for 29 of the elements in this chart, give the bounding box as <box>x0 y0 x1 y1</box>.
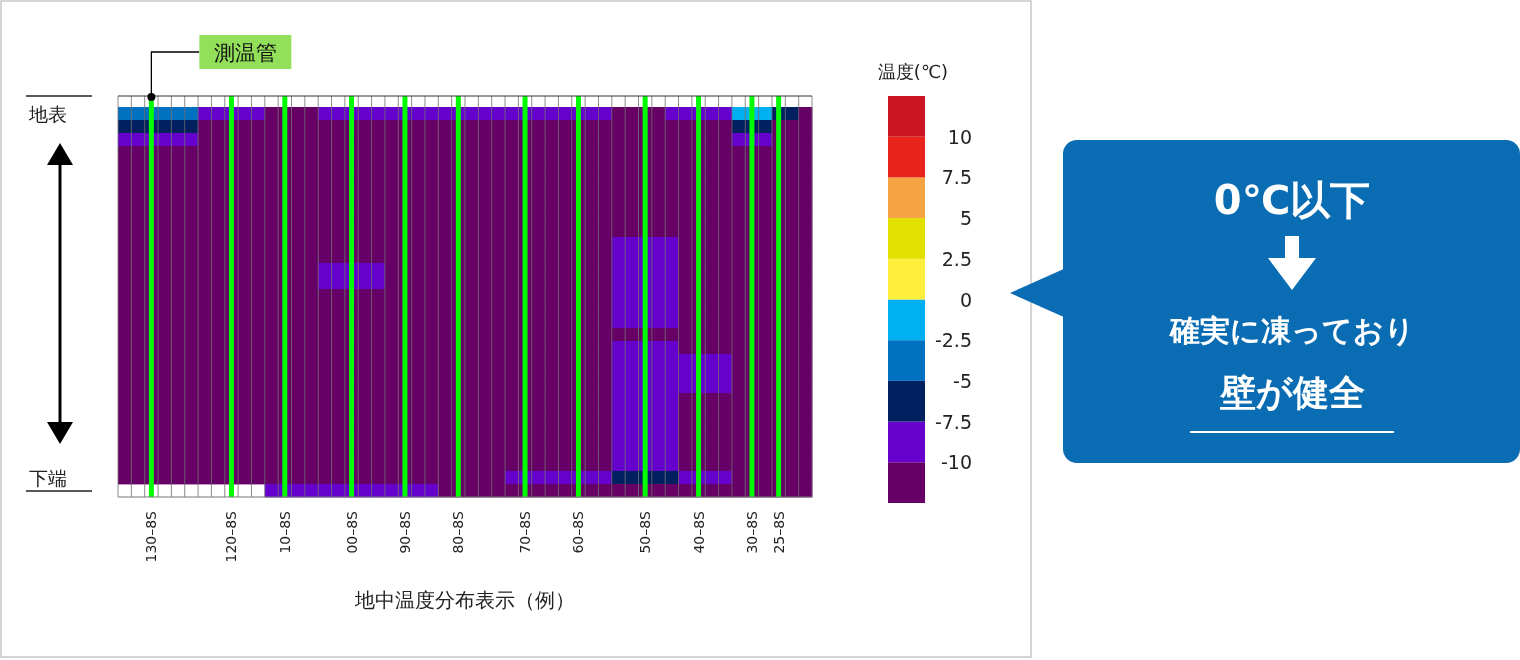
color-bar-label: -7.5 <box>934 410 972 433</box>
y-tick-label: 地表 <box>28 102 67 125</box>
x-tick-label: 120–8S <box>223 510 240 563</box>
color-bar-label: 0 <box>959 288 972 311</box>
color-bar-label: 2.5 <box>941 247 972 270</box>
text: 壁が健全 <box>1218 371 1365 413</box>
x-axis-title: 地中温度分布表示（例） <box>354 588 575 612</box>
y-tick-label: 下端 <box>29 466 67 489</box>
text: 0℃以下 <box>1213 177 1371 223</box>
color-bar-label: 7.5 <box>941 166 972 189</box>
x-tick-label: 50–8S <box>637 510 654 554</box>
color-bar-label: -5 <box>953 369 972 392</box>
color-bar-label: -10 <box>940 451 972 474</box>
x-tick-label: 40–8S <box>690 510 707 554</box>
x-tick-label: 60–8S <box>570 510 587 554</box>
color-bar-label: -2.5 <box>934 329 972 352</box>
color-bar-title: 温度(℃) <box>877 61 949 82</box>
x-tick-label: 80–8S <box>450 510 467 554</box>
x-tick-label: 10–8S <box>276 510 293 554</box>
x-tick-label: 30–8S <box>743 510 760 554</box>
x-tick-label: 130–8S <box>143 510 160 563</box>
color-bar-label: 10 <box>947 125 972 148</box>
color-bar-label: 5 <box>959 207 972 230</box>
x-tick-label: 90–8S <box>396 510 413 554</box>
x-tick-label: 70–8S <box>517 510 534 554</box>
text: 測温管 <box>213 41 277 65</box>
text: 確実に凍っており <box>1168 312 1415 348</box>
x-tick-label: 25–8S <box>770 510 787 554</box>
x-tick-label: 00–8S <box>343 510 360 554</box>
